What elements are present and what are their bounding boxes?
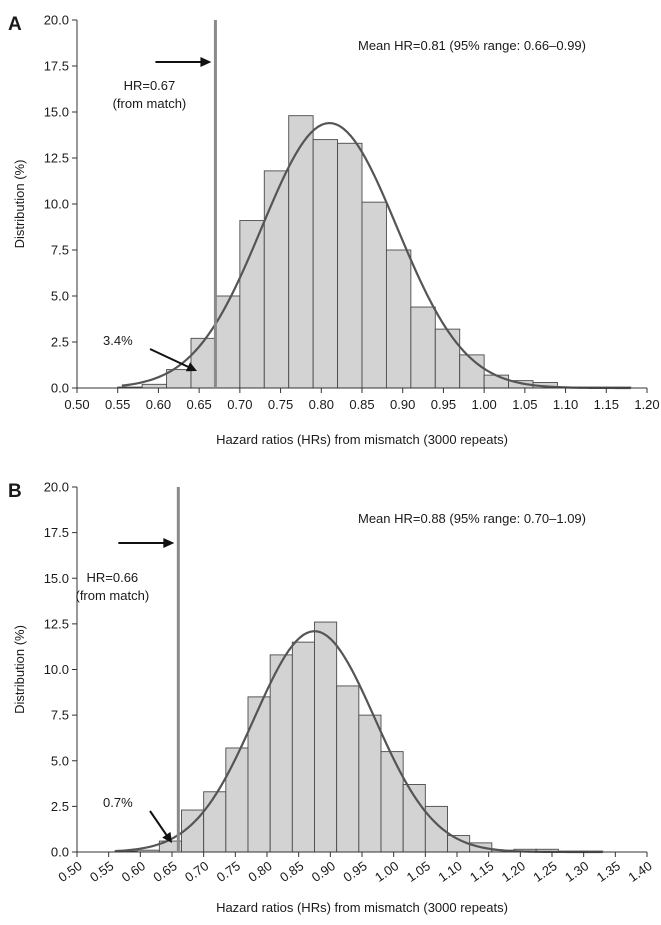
panel-a-x-tick-label: 0.55: [105, 397, 130, 412]
panel-a-x-tick-label: 1.20: [634, 397, 659, 412]
panel-b-y-tick-label: 15.0: [44, 571, 69, 586]
panel-b-x-tick-label: 1.40: [625, 858, 654, 885]
panel-a-y-tick-label: 10.0: [44, 197, 69, 212]
panel-a-bar: [141, 383, 168, 389]
panel-b-label: B: [8, 481, 22, 502]
panel-a-x-tick-label: 1.15: [594, 397, 619, 412]
panel-b-bar: [358, 714, 382, 853]
panel-a-percent-annotation: 3.4%: [103, 333, 133, 348]
panel-a-ref-arrowhead: [200, 57, 212, 67]
panel-b-x-tick-label: 1.20: [499, 858, 528, 885]
panel-b-y-tick-label: 7.5: [51, 708, 69, 723]
panel-a-x-tick-label: 0.50: [64, 397, 89, 412]
panel-b-fitted-curve: [114, 630, 603, 854]
panel-b-mean-annotation: Mean HR=0.88 (95% range: 0.70–1.09): [358, 511, 586, 526]
panel-a-percent-arrowhead: [185, 362, 197, 372]
panel-a-bar: [483, 374, 510, 389]
panel-b-ref-arrowhead: [163, 538, 175, 548]
panel-b-y-tick-label: 20.0: [44, 480, 69, 495]
panel-b-x-tick-label: 1.35: [594, 858, 623, 885]
panel-a-bar: [361, 201, 387, 389]
panel-b-x-tick-label: 0.60: [119, 858, 148, 885]
panel-a-y-tick-label: 12.5: [44, 151, 69, 166]
panel-a-bar: [434, 328, 461, 389]
panel-a-bar: [410, 306, 436, 389]
panel-b-x-tick-label: 0.85: [277, 858, 306, 885]
panel-a-x-tick-label: 1.00: [471, 397, 496, 412]
panel-b-percent-annotation: 0.7%: [103, 795, 133, 810]
panel-a-bar: [214, 295, 241, 389]
panel-a-ref-label-line1: HR=0.67: [124, 78, 176, 93]
panel-a-ref-label-line2: (from match): [113, 96, 187, 111]
panel-a-y-tick-label: 7.5: [51, 243, 69, 258]
panel-a-y-tick-label: 17.5: [44, 59, 69, 74]
panel-b-y-tick-label: 0.0: [51, 845, 69, 860]
panel-a-bar: [263, 170, 290, 389]
panel-b-bar: [225, 747, 249, 853]
panel-b-x-tick-label: 0.75: [214, 858, 243, 885]
panel-a-bar: [190, 337, 216, 389]
panel-b-bar: [247, 696, 271, 853]
panel-a-bar: [337, 142, 363, 389]
panel-a-x-tick-label: 0.85: [349, 397, 374, 412]
panel-a: A 0.0 2.5 5.0 7.5 10.0 12.5 15.0 17.5 20.0 0.50 0.…: [8, 13, 660, 448]
panel-b-y-tick-label: 2.5: [51, 799, 69, 814]
panel-b-x-tick-label: 0.90: [309, 858, 338, 885]
panel-a-y-axis-title: Distribution (%): [12, 160, 27, 249]
panel-b-y-tick-label: 5.0: [51, 753, 69, 768]
panel-a-x-tick-label: 1.10: [553, 397, 578, 412]
panel-a-x-tick-label: 0.80: [309, 397, 334, 412]
panel-a-x-tick-label: 0.65: [186, 397, 211, 412]
panel-a-bar: [385, 249, 412, 389]
panel-b-x-tick-label: 1.25: [530, 858, 559, 885]
panel-a-percent-arrow: [149, 348, 189, 368]
panel-b-bar: [336, 685, 360, 853]
panel-a-y-tick-label: 5.0: [51, 289, 69, 304]
panel-b-percent-arrowhead: [162, 831, 172, 843]
panel-a-x-axis-title: Hazard ratios (HRs) from mismatch (3000 …: [216, 432, 508, 447]
panel-a-x-tick-label: 0.60: [146, 397, 171, 412]
panel-a-x-tick-label: 0.75: [268, 397, 293, 412]
panel-b-y-tick-label: 12.5: [44, 616, 69, 631]
panel-a-y-tick-label: 20.0: [44, 13, 69, 28]
panel-a-x-tick-label: 0.95: [431, 397, 456, 412]
panel-a-x-tick-label: 1.05: [512, 397, 537, 412]
panel-b-bar: [380, 751, 404, 853]
panel-b-y-tick-label: 10.0: [44, 662, 69, 677]
panel-a-mean-annotation: Mean HR=0.81 (95% range: 0.66–0.99): [358, 38, 586, 53]
panel-b-x-tick-label: 0.95: [340, 858, 369, 885]
panel-a-label: A: [8, 14, 22, 35]
panel-a-y-tick-label: 0.0: [51, 381, 69, 396]
panel-b-x-tick-label: 1.30: [562, 858, 591, 885]
panel-b-x-tick-label: 0.80: [245, 858, 274, 885]
panel-b-x-tick-label: 0.65: [150, 858, 179, 885]
panel-b-bar: [314, 621, 338, 853]
panel-a-x-tick-label: 0.90: [390, 397, 415, 412]
panel-a-bar: [312, 139, 339, 389]
panel-b-percent-arrow: [149, 810, 168, 836]
panel-b-y-tick-label: 17.5: [44, 525, 69, 540]
panel-b-x-tick-label: 1.15: [467, 858, 496, 885]
panel-b-y-axis-title: Distribution (%): [12, 625, 27, 714]
panel-b-x-tick-label: 0.55: [87, 858, 116, 885]
panel-b-ref-label-line2: (from match): [75, 588, 149, 603]
panel-a-bar: [239, 220, 265, 389]
panel-b: B 0.02.55.07.510.012.515.017.520.00.50 0.…: [8, 480, 655, 916]
panel-b-x-tick-label: 1.00: [372, 858, 401, 885]
panel-b-x-tick-label: 0.70: [182, 858, 211, 885]
panel-b-x-tick-label: 1.05: [404, 858, 433, 885]
panel-b-x-axis-title: Hazard ratios (HRs) from mismatch (3000 …: [216, 900, 508, 915]
panel-b-bar: [203, 791, 227, 853]
panel-b-x-tick-label: 1.10: [435, 858, 464, 885]
panel-b-bar: [269, 654, 293, 853]
panel-b-x-tick-label: 0.50: [55, 858, 84, 885]
panel-a-bar: [288, 115, 314, 389]
panel-b-ref-label-line1: HR=0.66: [86, 570, 138, 585]
panel-a-fitted-curve: [121, 121, 631, 390]
panel-a-x-tick-label: 0.70: [227, 397, 252, 412]
panel-a-y-tick-label: 2.5: [51, 335, 69, 350]
panel-a-y-tick-label: 15.0: [44, 105, 69, 120]
panel-b-bar: [291, 641, 315, 853]
